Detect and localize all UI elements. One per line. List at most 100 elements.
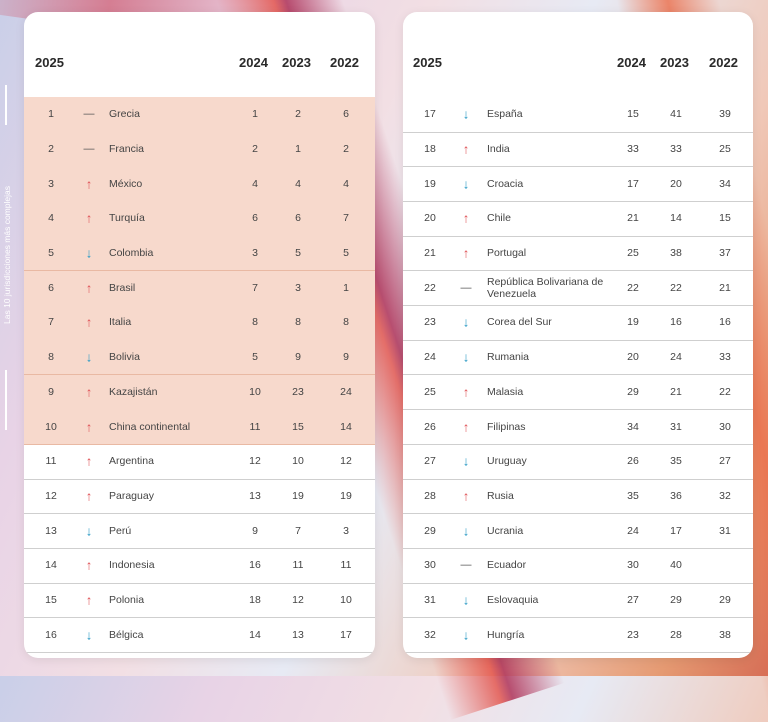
value-2023: 9: [295, 351, 301, 364]
value-2024: 29: [627, 385, 639, 398]
table-row: 28 ↑ Rusia 35 36 32: [403, 479, 753, 515]
value-2024: 8: [252, 316, 258, 329]
trend-up-icon: ↑: [85, 453, 93, 469]
jurisdiction-name: Chile: [487, 212, 511, 225]
value-2024: 34: [627, 420, 639, 433]
value-2024: 9: [252, 524, 258, 537]
value-2022: 33: [719, 351, 731, 364]
jurisdiction-name: Bolivia: [109, 351, 140, 364]
value-2024: 11: [249, 420, 261, 433]
ranking-card-left: 2025 2024 2023 2022 1— Grecia 1 2 6 2— Francia…: [24, 12, 375, 658]
value-2024: 1: [252, 108, 258, 121]
header-2022: 2022: [330, 55, 359, 70]
rank-cell: 1: [48, 108, 54, 121]
trend-up-icon: ↑: [462, 419, 470, 435]
value-2023: 1: [295, 142, 301, 155]
value-2023: 14: [670, 212, 682, 225]
value-2024: 22: [627, 281, 639, 294]
table-row: 9 ↑ Kazajistán 10 23 24: [24, 374, 375, 411]
value-2024: 15: [627, 108, 639, 121]
value-2022: 31: [719, 524, 731, 537]
table-row: 10 ↑ China continental 11 15 14: [24, 409, 375, 445]
jurisdiction-name: Corea del Sur: [487, 316, 552, 329]
rank-cell: 7: [48, 316, 54, 329]
rank-cell: 2: [48, 142, 54, 155]
table-header: 2025 2024 2023 2022: [403, 12, 753, 96]
value-2024: 12: [249, 455, 261, 468]
trend-same-icon: —: [83, 108, 95, 121]
rank-cell: 15: [45, 594, 57, 607]
rank-cell: 8: [48, 351, 54, 364]
value-2024: 14: [249, 628, 261, 641]
trend-up-icon: ↑: [85, 419, 93, 435]
value-2024: 30: [627, 559, 639, 572]
value-2023: 28: [670, 628, 682, 641]
trend-up-icon: ↑: [85, 210, 93, 226]
value-2024: 25: [627, 247, 639, 260]
jurisdiction-name: Perú: [109, 524, 132, 537]
trend-down-icon: ↓: [462, 453, 470, 469]
value-2024: 5: [252, 351, 258, 364]
jurisdiction-name: Francia: [109, 142, 145, 155]
rank-cell: 30: [424, 559, 436, 572]
jurisdiction-name: Turquía: [109, 212, 145, 225]
value-2024: 7: [252, 281, 258, 294]
trend-up-icon: ↑: [462, 141, 470, 157]
rank-cell: 16: [45, 628, 57, 641]
jurisdiction-name: Argentina: [109, 455, 154, 468]
trend-down-icon: ↓: [462, 592, 470, 608]
value-2022: 22: [719, 385, 731, 398]
value-2024: 26: [627, 455, 639, 468]
ranking-card-right: 2025 2024 2023 2022 17 ↓ España 15 41 39 18 ↑ In…: [403, 12, 753, 658]
trend-up-icon: ↑: [85, 280, 93, 296]
rank-cell: 3: [48, 177, 54, 190]
rank-cell: 22: [424, 281, 436, 294]
value-2024: 20: [627, 351, 639, 364]
rank-cell: 24: [424, 351, 436, 364]
value-2022: 11: [340, 559, 352, 572]
value-2022: 27: [719, 455, 731, 468]
trend-down-icon: ↓: [85, 523, 93, 539]
trend-same-icon: —: [460, 281, 472, 294]
value-2023: 22: [670, 281, 682, 294]
table-row: 8 ↓ Bolivia 5 9 9: [24, 339, 375, 376]
value-2022: 8: [343, 316, 349, 329]
trend-down-icon: ↓: [462, 627, 470, 643]
rank-cell: 29: [424, 524, 436, 537]
table-row: 11 ↑ Argentina 12 10 12: [24, 444, 375, 480]
trend-same-icon: —: [83, 142, 95, 155]
rank-cell: 5: [48, 247, 54, 260]
trend-up-icon: ↑: [462, 245, 470, 261]
value-2024: 13: [249, 489, 261, 502]
value-2023: 4: [295, 177, 301, 190]
value-2023: 24: [670, 351, 682, 364]
value-2022: 21: [719, 281, 731, 294]
value-2023: 29: [670, 594, 682, 607]
value-2023: 17: [670, 524, 682, 537]
value-2022: 37: [719, 247, 731, 260]
value-2022: 17: [340, 628, 352, 641]
rank-cell: 10: [45, 420, 57, 433]
jurisdiction-name: España: [487, 108, 523, 121]
header-2024: 2024: [617, 55, 646, 70]
trend-up-icon: ↑: [85, 557, 93, 573]
value-2022: 3: [343, 524, 349, 537]
table-row: 4 ↑ Turquía 6 6 7: [24, 201, 375, 237]
value-2022: 39: [719, 108, 731, 121]
value-2023: 5: [295, 247, 301, 260]
table-row: 25 ↑ Malasia 29 21 22: [403, 375, 753, 411]
jurisdiction-name: India: [487, 142, 510, 155]
value-2023: 2: [295, 108, 301, 121]
trend-up-icon: ↑: [85, 592, 93, 608]
value-2024: 4: [252, 177, 258, 190]
value-2023: 31: [670, 420, 682, 433]
value-2022: 29: [719, 594, 731, 607]
value-2023: 41: [670, 108, 682, 121]
value-2022: 10: [340, 594, 352, 607]
jurisdiction-name: Rumania: [487, 351, 530, 364]
side-label-line: [5, 85, 7, 125]
rank-cell: 12: [45, 489, 57, 502]
value-2022: 16: [719, 316, 731, 329]
value-2023: 11: [292, 559, 304, 572]
header-2025: 2025: [35, 55, 64, 70]
